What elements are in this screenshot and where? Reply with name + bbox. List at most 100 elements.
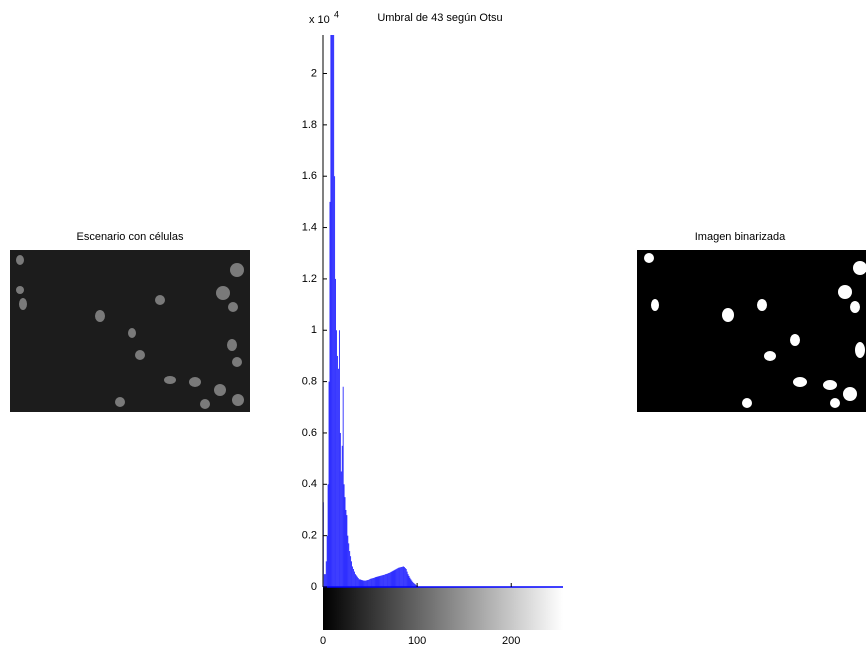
bar: [337, 355, 338, 587]
bar: [406, 571, 408, 587]
bar: [383, 574, 384, 587]
bar: [404, 568, 406, 587]
bar: [409, 577, 411, 587]
bar: [357, 578, 359, 587]
bar: [325, 561, 327, 587]
bar: [390, 571, 392, 587]
bar: [382, 575, 384, 587]
y-tick-label: 0: [311, 581, 317, 593]
bar: [369, 579, 370, 587]
bar: [405, 569, 407, 587]
bar: [339, 330, 340, 587]
bar: [356, 576, 358, 587]
bar: [397, 568, 399, 587]
bar: [339, 432, 341, 587]
bar: [394, 569, 396, 587]
bar: [359, 579, 361, 587]
bar: [377, 576, 379, 587]
bar: [381, 575, 383, 587]
bar: [350, 556, 352, 587]
bar: [386, 573, 387, 587]
bar: [335, 278, 336, 587]
bar: [345, 509, 347, 587]
bar: [395, 569, 397, 587]
bar: [403, 566, 404, 587]
y-tick-label: 1: [311, 324, 317, 336]
bar: [387, 573, 389, 587]
bar: [416, 585, 417, 587]
bar: [385, 574, 386, 587]
chart-title: Umbral de 43 según Otsu: [377, 12, 502, 24]
y-tick-label: 0.8: [302, 376, 317, 388]
bar: [402, 566, 403, 587]
bar: [354, 571, 355, 587]
bar: [388, 572, 390, 587]
bar: [346, 515, 348, 587]
cells: [644, 253, 866, 408]
bar: [331, 35, 333, 587]
bar: [360, 579, 362, 587]
bar: [343, 484, 345, 587]
bar: [378, 576, 380, 587]
bar: [393, 570, 395, 587]
y-scale-exponent: 4: [334, 9, 339, 19]
gray-colorbar: [323, 587, 563, 630]
y-tick-label: 0.6: [302, 427, 317, 439]
panel-title: Imagen binarizada: [695, 231, 786, 243]
bar: [368, 579, 369, 587]
left-image-panel: Escenario con células: [10, 231, 250, 412]
bar: [332, 35, 334, 587]
bar: [371, 578, 373, 587]
bar: [330, 35, 332, 587]
bar: [348, 543, 350, 587]
bar: [391, 571, 393, 587]
bar: [396, 568, 398, 587]
bar: [371, 578, 372, 587]
bar: [367, 580, 368, 587]
bar: [364, 580, 366, 587]
bar: [328, 381, 330, 587]
bar: [329, 201, 331, 587]
x-tick-label: 200: [502, 635, 520, 645]
bar: [415, 584, 416, 587]
bar: [363, 580, 365, 587]
bar: [375, 576, 377, 587]
bar: [412, 581, 414, 587]
y-tick-label: 1.2: [302, 273, 317, 285]
bar: [342, 386, 344, 587]
bar: [376, 576, 378, 587]
bar: [401, 566, 402, 587]
bars: [323, 35, 418, 587]
bar: [351, 561, 352, 587]
bar: [410, 579, 412, 587]
panel-title: Escenario con células: [76, 231, 184, 243]
bar: [408, 575, 410, 587]
bar: [372, 578, 374, 587]
cells: [16, 255, 244, 409]
bar: [380, 575, 382, 587]
y-tick-label: 1.6: [302, 170, 317, 182]
bar: [324, 574, 326, 587]
bar: [344, 497, 346, 587]
bar: [361, 580, 363, 587]
bar: [333, 35, 335, 587]
right-image-panel: Imagen binarizada: [637, 231, 866, 412]
y-tick-label: 1.4: [302, 221, 317, 233]
bar: [374, 577, 376, 587]
y-tick-label: 0.2: [302, 530, 317, 542]
y-scale-base: x 10: [309, 14, 330, 26]
bar: [411, 580, 413, 587]
bar: [347, 535, 349, 587]
bar: [398, 567, 400, 587]
bar: [323, 574, 325, 587]
bar: [399, 567, 400, 587]
bar: [389, 572, 391, 587]
y-tick-label: 2: [311, 67, 317, 79]
bar: [334, 176, 336, 587]
bar: [336, 330, 337, 587]
bar: [358, 579, 360, 587]
bar: [327, 484, 329, 587]
bar: [379, 575, 381, 587]
bar: [349, 551, 351, 587]
